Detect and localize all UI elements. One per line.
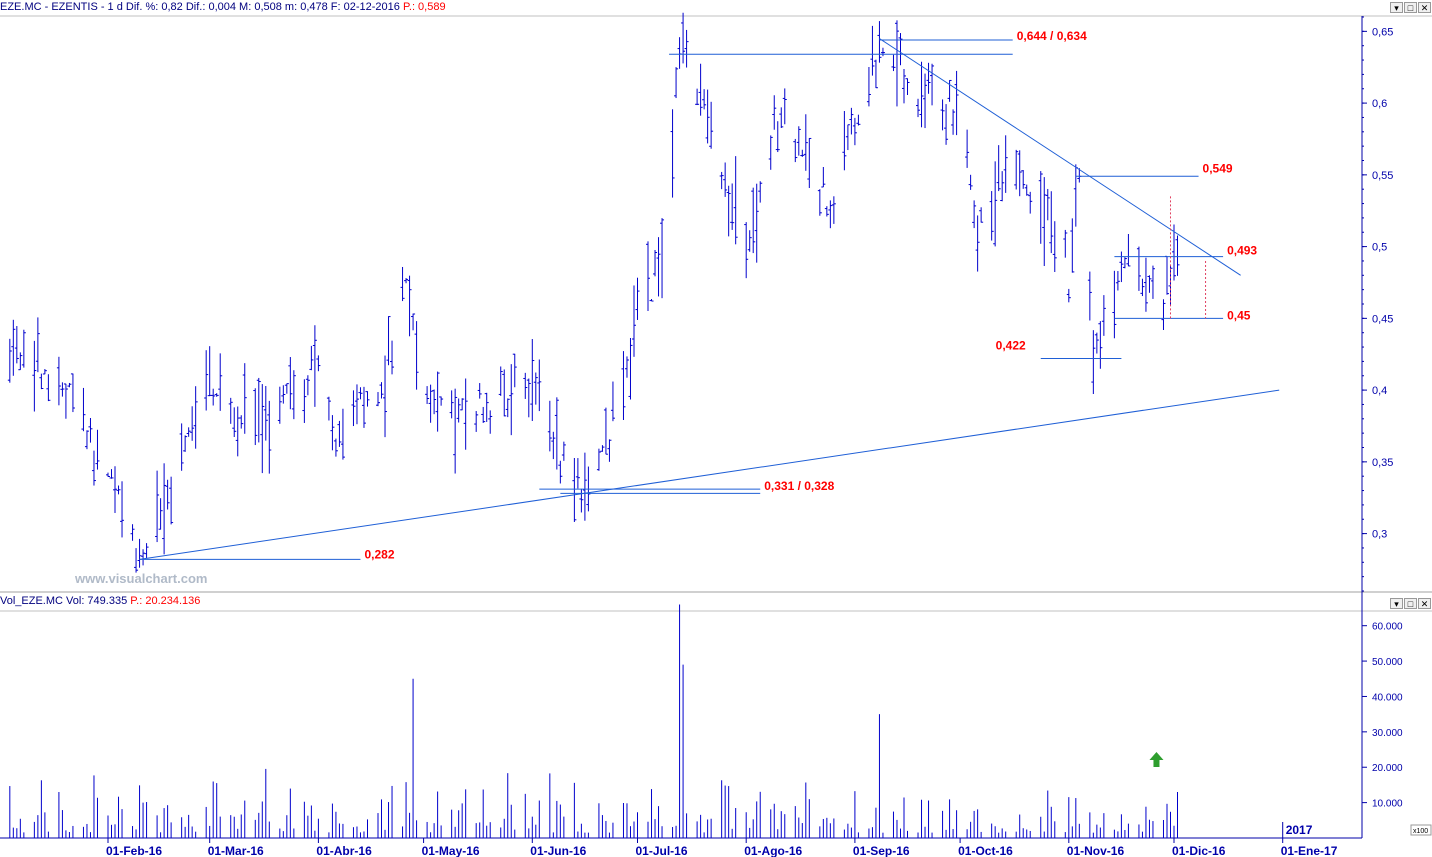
price-y-tick-label: 0,4	[1372, 385, 1387, 397]
x-tick-label: 01-Ago-16	[744, 844, 802, 857]
watermark: www.visualchart.com	[74, 571, 207, 586]
volume-y-tick-label: 10.000	[1372, 799, 1403, 810]
annotation-label: 0,282	[364, 547, 394, 561]
volume-minimize-icon[interactable]: ▾	[1390, 598, 1403, 609]
x-tick-label: 01-Jul-16	[635, 844, 687, 857]
up-arrow-icon	[1149, 752, 1164, 767]
resistance-trendline	[879, 38, 1241, 276]
symbol-label: EZE.MC - EZENTIS - 1 d	[0, 1, 123, 13]
volume-p-label: P.: 20.234.136	[130, 595, 201, 607]
low-label: m: 0,478	[284, 1, 328, 13]
support-trendline	[139, 389, 1280, 560]
annotation-label: 0,493	[1227, 244, 1257, 258]
high-label: M: 0,508	[239, 1, 282, 13]
x-tick-label: 01-Dic-16	[1172, 844, 1226, 857]
x-tick-label: 01-Sep-16	[853, 844, 910, 857]
price-panel-header: EZE.MC - EZENTIS - 1 d Dif. %: 0,82 Dif.…	[0, 0, 1362, 15]
volume-y-tick-label: 30.000	[1372, 728, 1403, 739]
dif-label: Dif.: 0,004	[185, 1, 236, 13]
volume-bars	[9, 604, 1179, 838]
price-y-tick-label: 0,55	[1372, 170, 1393, 182]
price-y-tick-label: 0,35	[1372, 457, 1393, 469]
volume-y-tick-label: 20.000	[1372, 763, 1403, 774]
volume-multiplier-box	[1410, 824, 1432, 836]
x-tick-label: 01-May-16	[422, 844, 480, 857]
annotation-label: 0,422	[996, 339, 1026, 353]
x-tick-label: 01-Jun-16	[530, 844, 586, 857]
annotation-label: 0,45	[1227, 308, 1251, 322]
volume-multiplier-label: x100	[1413, 828, 1428, 835]
volume-symbol-label: Vol_EZE.MC	[0, 595, 63, 607]
price-y-tick-label: 0,3	[1372, 529, 1387, 541]
date-label: F: 02-12-2016	[330, 1, 400, 13]
price-y-tick-label: 0,5	[1372, 242, 1387, 254]
annotation-label: 0,549	[1203, 161, 1233, 175]
x-tick-label: 01-Ene-17	[1281, 844, 1338, 857]
x-tick-label: 01-Feb-16	[106, 844, 162, 857]
volume-y-tick-label: 40.000	[1372, 692, 1403, 703]
volume-y-tick-label: 50.000	[1372, 657, 1403, 668]
x-tick-label: 01-Abr-16	[316, 844, 372, 857]
x-tick-label: 01-Nov-16	[1067, 844, 1125, 857]
dif-pct-label: Dif. %: 0,82	[125, 1, 183, 13]
x-tick-label: 01-Mar-16	[208, 844, 264, 857]
volume-y-tick-label: 60.000	[1372, 622, 1403, 633]
year-label: 2017	[1286, 823, 1313, 837]
annotation-label: 0,644 / 0,634	[1017, 29, 1087, 43]
volume-panel-header: Vol_EZE.MC Vol: 749.335 P.: 20.234.136	[0, 594, 1362, 609]
last-price-label: P.: 0,589	[402, 1, 446, 13]
price-y-tick-label: 0,6	[1372, 98, 1387, 110]
x-tick-label: 01-Oct-16	[958, 844, 1013, 857]
close-icon[interactable]: ✕	[1418, 2, 1431, 13]
volume-value-label: Vol: 749.335	[66, 595, 128, 607]
volume-maximize-icon[interactable]: □	[1404, 598, 1417, 609]
price-bars	[7, 12, 1180, 573]
price-y-tick-label: 0,65	[1372, 26, 1393, 38]
price-y-tick-label: 0,45	[1372, 313, 1393, 325]
annotation-label: 0,331 / 0,328	[764, 479, 834, 493]
minimize-icon[interactable]: ▾	[1390, 2, 1403, 13]
volume-close-icon[interactable]: ✕	[1418, 598, 1431, 609]
maximize-icon[interactable]: □	[1404, 2, 1417, 13]
